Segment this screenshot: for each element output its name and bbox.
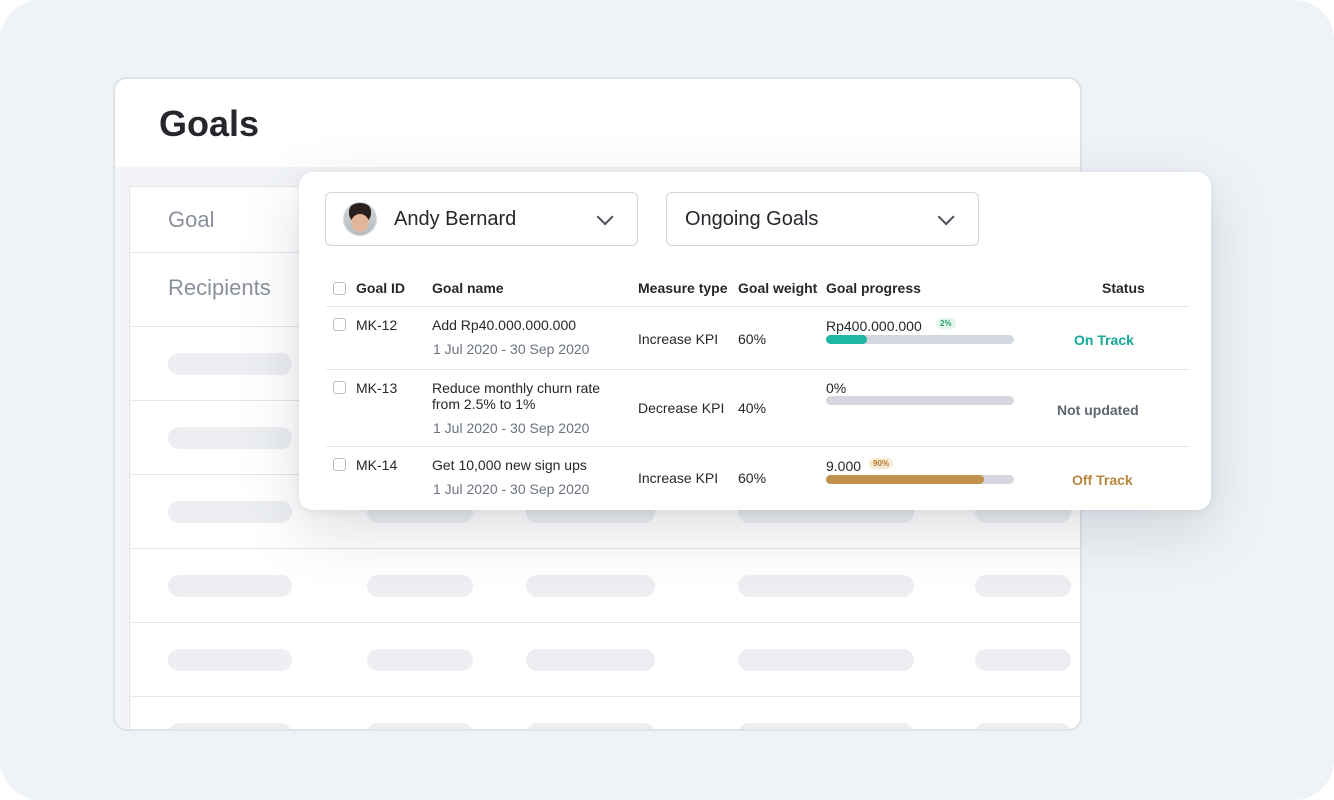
skeleton-bar bbox=[526, 575, 655, 597]
chevron-down-icon bbox=[937, 208, 955, 226]
measure-type: Increase KPI bbox=[638, 331, 719, 347]
column-header-measure-type[interactable]: Measure type bbox=[638, 280, 728, 296]
goal-filter-value: Ongoing Goals bbox=[685, 207, 819, 230]
status-label: Off Track bbox=[1072, 472, 1133, 488]
column-header-goal-name[interactable]: Goal name bbox=[432, 280, 504, 296]
row-divider bbox=[326, 446, 1190, 447]
user-select-value: Andy Bernard bbox=[394, 207, 517, 230]
skeleton-bar bbox=[738, 649, 914, 671]
goal-name-line1[interactable]: Reduce monthly churn rate bbox=[432, 380, 601, 396]
goal-name[interactable]: Add Rp40.000.000.000 bbox=[432, 317, 577, 333]
goal-weight: 60% bbox=[738, 470, 767, 486]
row-checkbox[interactable] bbox=[333, 318, 346, 331]
skeleton-bar bbox=[526, 649, 655, 671]
skeleton-bar bbox=[168, 353, 292, 375]
goal-date-range: 1 Jul 2020 - 30 Sep 2020 bbox=[433, 481, 590, 497]
column-header-goal-weight[interactable]: Goal weight bbox=[738, 280, 818, 296]
status-label: Not updated bbox=[1057, 402, 1139, 418]
background-row-label-recipients: Recipients bbox=[168, 275, 271, 300]
column-header-goal-progress[interactable]: Goal progress bbox=[826, 280, 921, 296]
skeleton-bar bbox=[168, 575, 292, 597]
goal-weight: 60% bbox=[738, 331, 767, 347]
progress-bar bbox=[826, 475, 1014, 484]
progress-badge: 2% bbox=[936, 318, 956, 329]
skeleton-bar bbox=[168, 723, 292, 729]
user-select-dropdown[interactable]: Andy Bernard bbox=[325, 192, 638, 246]
skeleton-bar bbox=[738, 723, 914, 729]
goals-table-card: Andy Bernard Ongoing Goals Goal ID Goal … bbox=[299, 172, 1211, 510]
progress-value: Rp400.000.000 bbox=[826, 318, 922, 334]
skeleton-row bbox=[130, 549, 1080, 623]
progress-bar-fill bbox=[826, 475, 984, 484]
skeleton-bar bbox=[168, 427, 292, 449]
goal-name[interactable]: Get 10,000 new sign ups bbox=[432, 457, 587, 473]
column-header-status[interactable]: Status bbox=[1102, 280, 1145, 296]
chevron-down-icon bbox=[596, 208, 614, 226]
select-all-checkbox[interactable] bbox=[333, 282, 346, 295]
skeleton-bar bbox=[975, 649, 1071, 671]
row-checkbox[interactable] bbox=[333, 381, 346, 394]
skeleton-bar bbox=[526, 723, 655, 729]
skeleton-row bbox=[130, 697, 1080, 729]
column-header-goal-id[interactable]: Goal ID bbox=[356, 280, 406, 296]
measure-type: Increase KPI bbox=[638, 470, 719, 486]
progress-value: 0% bbox=[826, 380, 847, 396]
progress-bar bbox=[826, 396, 1014, 405]
goal-date-range: 1 Jul 2020 - 30 Sep 2020 bbox=[433, 341, 590, 357]
goal-id: MK-14 bbox=[356, 457, 398, 473]
header-divider bbox=[326, 306, 1190, 307]
skeleton-bar bbox=[975, 723, 1071, 729]
goal-filter-dropdown[interactable]: Ongoing Goals bbox=[666, 192, 979, 246]
skeleton-bar bbox=[168, 501, 292, 523]
progress-value: 9.000 bbox=[826, 458, 862, 474]
skeleton-bar bbox=[168, 649, 292, 671]
skeleton-bar bbox=[367, 723, 473, 729]
skeleton-bar bbox=[367, 649, 473, 671]
row-checkbox[interactable] bbox=[333, 458, 346, 471]
measure-type: Decrease KPI bbox=[638, 400, 725, 416]
skeleton-row bbox=[130, 623, 1080, 697]
progress-bar-fill bbox=[826, 335, 868, 344]
skeleton-bar bbox=[738, 575, 914, 597]
progress-bar bbox=[826, 335, 1014, 344]
user-avatar-icon bbox=[343, 202, 377, 236]
progress-badge: 90% bbox=[869, 458, 894, 469]
goal-name-line2[interactable]: from 2.5% to 1% bbox=[432, 396, 536, 412]
goal-id: MK-12 bbox=[356, 317, 398, 333]
row-divider bbox=[326, 369, 1190, 370]
background-row-label-goal: Goal bbox=[168, 207, 215, 232]
goal-weight: 40% bbox=[738, 400, 767, 416]
status-label: On Track bbox=[1074, 332, 1134, 348]
page-title: Goals bbox=[159, 103, 260, 144]
goal-id: MK-13 bbox=[356, 380, 398, 396]
skeleton-bar bbox=[975, 575, 1071, 597]
goal-date-range: 1 Jul 2020 - 30 Sep 2020 bbox=[433, 420, 590, 436]
skeleton-bar bbox=[367, 575, 473, 597]
